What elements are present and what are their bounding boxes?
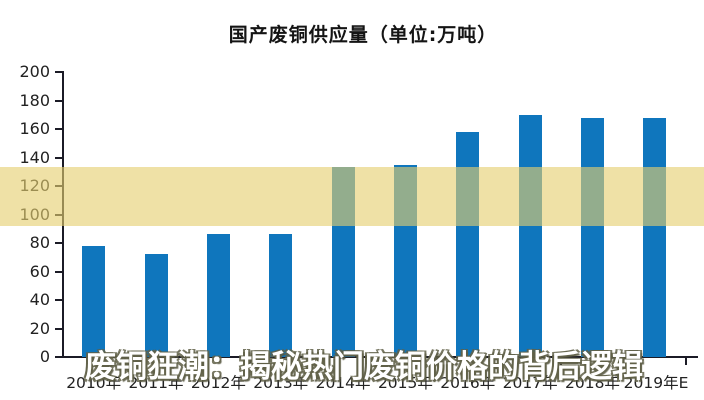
- x-axis-tick-label: 2019年E: [623, 374, 689, 392]
- x-axis-tick-label: 2012年: [190, 374, 246, 392]
- x-axis-tick: [497, 357, 500, 365]
- x-axis-line: [62, 356, 698, 358]
- y-axis-tick: [55, 99, 62, 102]
- x-axis-tick-label: 2018年: [564, 374, 620, 392]
- y-axis-tick: [55, 128, 62, 130]
- x-axis-tick: [310, 357, 313, 365]
- y-axis-tick: [55, 299, 62, 301]
- bar: [82, 245, 106, 357]
- y-axis-tick-label: 180: [19, 90, 50, 110]
- x-axis-tick: [248, 357, 251, 365]
- y-axis-tick-label: 60: [29, 261, 50, 281]
- y-axis-tick-label: 0: [39, 347, 50, 366]
- x-axis-tick-label: 2016年: [440, 374, 496, 392]
- y-axis-tick-label: 80: [29, 233, 50, 252]
- bar: [580, 117, 604, 357]
- bar: [269, 234, 293, 357]
- x-axis-tick: [373, 357, 376, 365]
- x-axis-tick-label: 2014年: [315, 374, 371, 392]
- y-axis-tick-label: 160: [19, 119, 50, 138]
- y-axis-tick: [55, 356, 62, 358]
- y-axis-tick: [55, 71, 62, 73]
- x-axis-tick-label: 2010年: [66, 374, 122, 392]
- x-axis-tick: [560, 357, 563, 365]
- bar: [643, 117, 667, 357]
- x-axis-tick: [123, 357, 126, 365]
- x-axis-tick: [435, 357, 438, 365]
- bar: [144, 254, 168, 357]
- y-axis-tick: [55, 327, 62, 330]
- bar: [206, 234, 230, 357]
- x-axis-tick-label: 2013年: [253, 374, 309, 392]
- bar: [456, 131, 480, 357]
- chart-title: 国产废铜供应量（单位:万吨）: [228, 24, 498, 46]
- y-axis-tick-label: 40: [29, 290, 50, 309]
- x-axis-tick: [685, 357, 687, 365]
- y-axis-tick-label: 20: [29, 318, 50, 338]
- x-axis-tick-label: 2017年: [502, 374, 558, 392]
- y-axis-tick: [55, 270, 62, 273]
- bar: [518, 114, 542, 357]
- y-axis-tick-label: 200: [19, 62, 50, 81]
- x-axis-tick: [186, 357, 189, 365]
- y-axis-tick: [55, 156, 62, 159]
- x-axis-tick: [622, 357, 625, 365]
- headline-text: 废铜狂潮：揭秘热门废铜价格的背后逻辑: [85, 349, 643, 385]
- x-axis-tick-label: 2011年: [128, 374, 184, 392]
- y-axis-tick-label: 140: [19, 147, 50, 167]
- headline-band: 废铜狂潮：揭秘热门废铜价格的背后逻辑: [0, 167, 704, 384]
- x-axis-tick-label: 2015年: [377, 374, 433, 392]
- y-axis-tick: [55, 242, 62, 244]
